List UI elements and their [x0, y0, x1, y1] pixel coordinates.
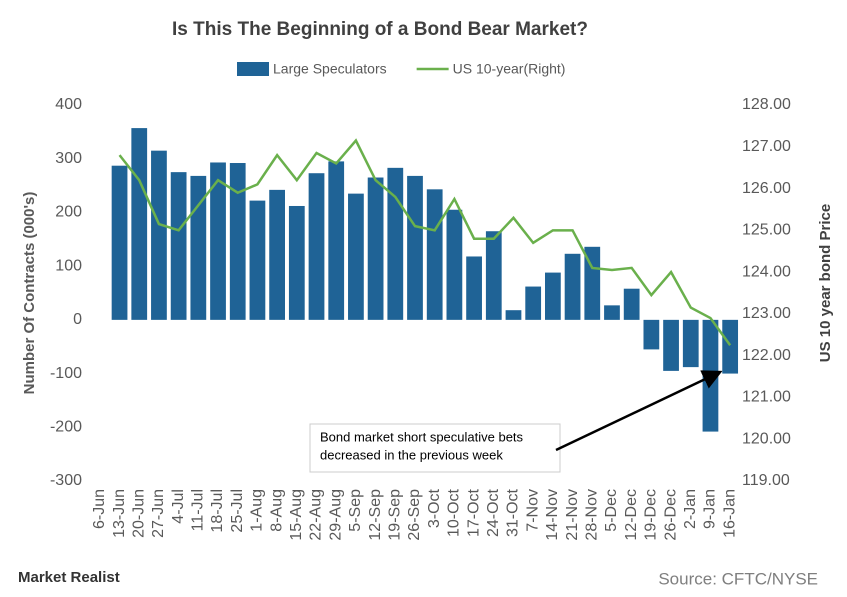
x-tick-label: 31-Oct	[505, 488, 522, 537]
y2-tick-label: 122.00	[742, 347, 791, 364]
brand: Market Realist	[18, 569, 120, 586]
x-tick-label: 1-Aug	[249, 489, 266, 532]
x-tick-label: 22-Aug	[308, 489, 325, 541]
x-tick-label: 25-Jul	[229, 489, 246, 533]
x-tick-label: 3-Oct	[426, 488, 443, 528]
x-tick-label: 7-Nov	[524, 489, 541, 532]
legend-swatch	[237, 62, 269, 76]
bar	[288, 205, 305, 320]
y-tick-label: 400	[55, 96, 82, 113]
bar	[722, 319, 739, 374]
bar	[682, 319, 699, 368]
y-tick-label: 100	[55, 257, 82, 274]
y2-tick-label: 126.00	[742, 180, 791, 197]
y2-tick-label: 120.00	[742, 430, 791, 447]
bar	[584, 246, 601, 320]
annotation: Bond market short speculative bets	[320, 429, 524, 444]
x-tick-label: 18-Jul	[209, 489, 226, 533]
bar	[348, 193, 364, 320]
y2-tick-label: 123.00	[742, 305, 791, 322]
line	[118, 138, 732, 346]
bar	[466, 256, 482, 320]
x-tick-label: 12-Dec	[623, 489, 640, 541]
legend-label: US 10-year(Right)	[453, 61, 566, 77]
bar	[111, 165, 128, 320]
y2-axis-label: US 10 year bond Price	[817, 204, 834, 362]
source: Source: CFTC/NYSE	[658, 569, 818, 588]
y-tick-label: -300	[50, 472, 82, 489]
annotation-arrow	[555, 370, 723, 452]
bar	[446, 209, 463, 320]
x-tick-label: 10-Oct	[446, 488, 463, 537]
chart-title: Is This The Beginning of a Bond Bear Mar…	[172, 19, 588, 40]
bar	[505, 310, 522, 320]
bar	[663, 319, 679, 371]
y-tick-label: -200	[50, 419, 82, 436]
y2-tick-label: 127.00	[742, 138, 791, 155]
x-tick-label: 15-Aug	[288, 489, 305, 541]
legend-label: Large Speculators	[273, 61, 387, 77]
bar	[131, 128, 148, 320]
y-tick-label: 300	[55, 150, 82, 167]
x-tick-label: 26-Sep	[406, 489, 423, 541]
x-tick-label: 9-Jan	[702, 489, 719, 529]
y2-tick-label: 125.00	[742, 222, 791, 239]
bar	[623, 288, 640, 320]
x-tick-label: 2-Jan	[682, 489, 699, 529]
x-tick-label: 4-Jul	[170, 489, 187, 524]
bar	[525, 286, 542, 320]
annotation: decreased in the previous week	[320, 447, 503, 462]
x-tick-label: 17-Oct	[465, 488, 482, 537]
x-tick-label: 20-Jun	[130, 489, 147, 538]
bar	[485, 231, 502, 320]
x-tick-label: 13-Jun	[111, 489, 128, 538]
x-tick-label: 5-Sep	[347, 489, 364, 532]
y-tick-label: 200	[55, 204, 82, 221]
bar	[328, 161, 345, 320]
bar	[367, 177, 384, 320]
bar	[210, 162, 226, 320]
bar	[545, 272, 561, 320]
x-tick-label: 19-Dec	[643, 489, 660, 541]
x-tick-label: 28-Nov	[583, 489, 600, 541]
x-tick-label: 12-Sep	[367, 489, 384, 541]
y2-tick-label: 119.00	[742, 472, 790, 489]
y-tick-label: -100	[50, 365, 82, 382]
x-tick-label: 5-Dec	[603, 489, 620, 532]
bar	[604, 305, 620, 320]
bar	[151, 150, 167, 320]
x-tick-label: 21-Nov	[564, 489, 581, 541]
x-tick-label: 27-Jun	[150, 489, 167, 538]
y2-tick-label: 124.00	[742, 263, 791, 280]
bar	[269, 189, 285, 320]
y2-tick-label: 121.00	[742, 389, 791, 406]
bar	[387, 167, 404, 320]
y2-tick-label: 128.00	[742, 96, 791, 113]
annotation-box	[309, 423, 561, 473]
y-tick-label: 0	[73, 311, 82, 328]
x-tick-label: 24-Oct	[485, 488, 502, 537]
bar	[643, 319, 660, 350]
bar	[249, 200, 266, 320]
x-tick-label: 29-Aug	[327, 489, 344, 541]
bar	[564, 253, 581, 320]
bar	[229, 163, 246, 320]
y-axis-label: Number Of Contracts (000's)	[21, 192, 38, 395]
bar	[308, 173, 325, 320]
bar	[407, 175, 423, 320]
x-tick-label: 26-Dec	[662, 489, 679, 541]
x-tick-label: 6-Jun	[91, 489, 108, 529]
x-tick-label: 19-Sep	[387, 489, 404, 541]
bar	[426, 189, 443, 320]
x-tick-label: 16-Jan	[721, 489, 738, 538]
x-tick-label: 14-Nov	[544, 489, 561, 541]
x-tick-label: 8-Aug	[268, 489, 285, 532]
x-tick-label: 11-Jul	[190, 489, 207, 531]
bar	[170, 172, 187, 320]
